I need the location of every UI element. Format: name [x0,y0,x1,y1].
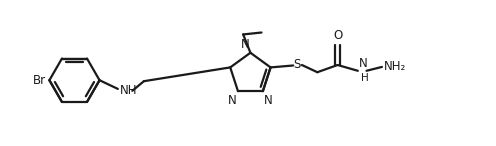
Text: N: N [359,57,368,70]
Text: N: N [228,94,237,107]
Text: Br: Br [33,74,46,87]
Text: NH: NH [120,84,137,97]
Text: N: N [241,38,249,51]
Text: H: H [361,73,369,83]
Text: NH₂: NH₂ [384,60,406,73]
Text: N: N [264,94,273,107]
Text: O: O [333,29,342,42]
Text: S: S [294,59,301,72]
